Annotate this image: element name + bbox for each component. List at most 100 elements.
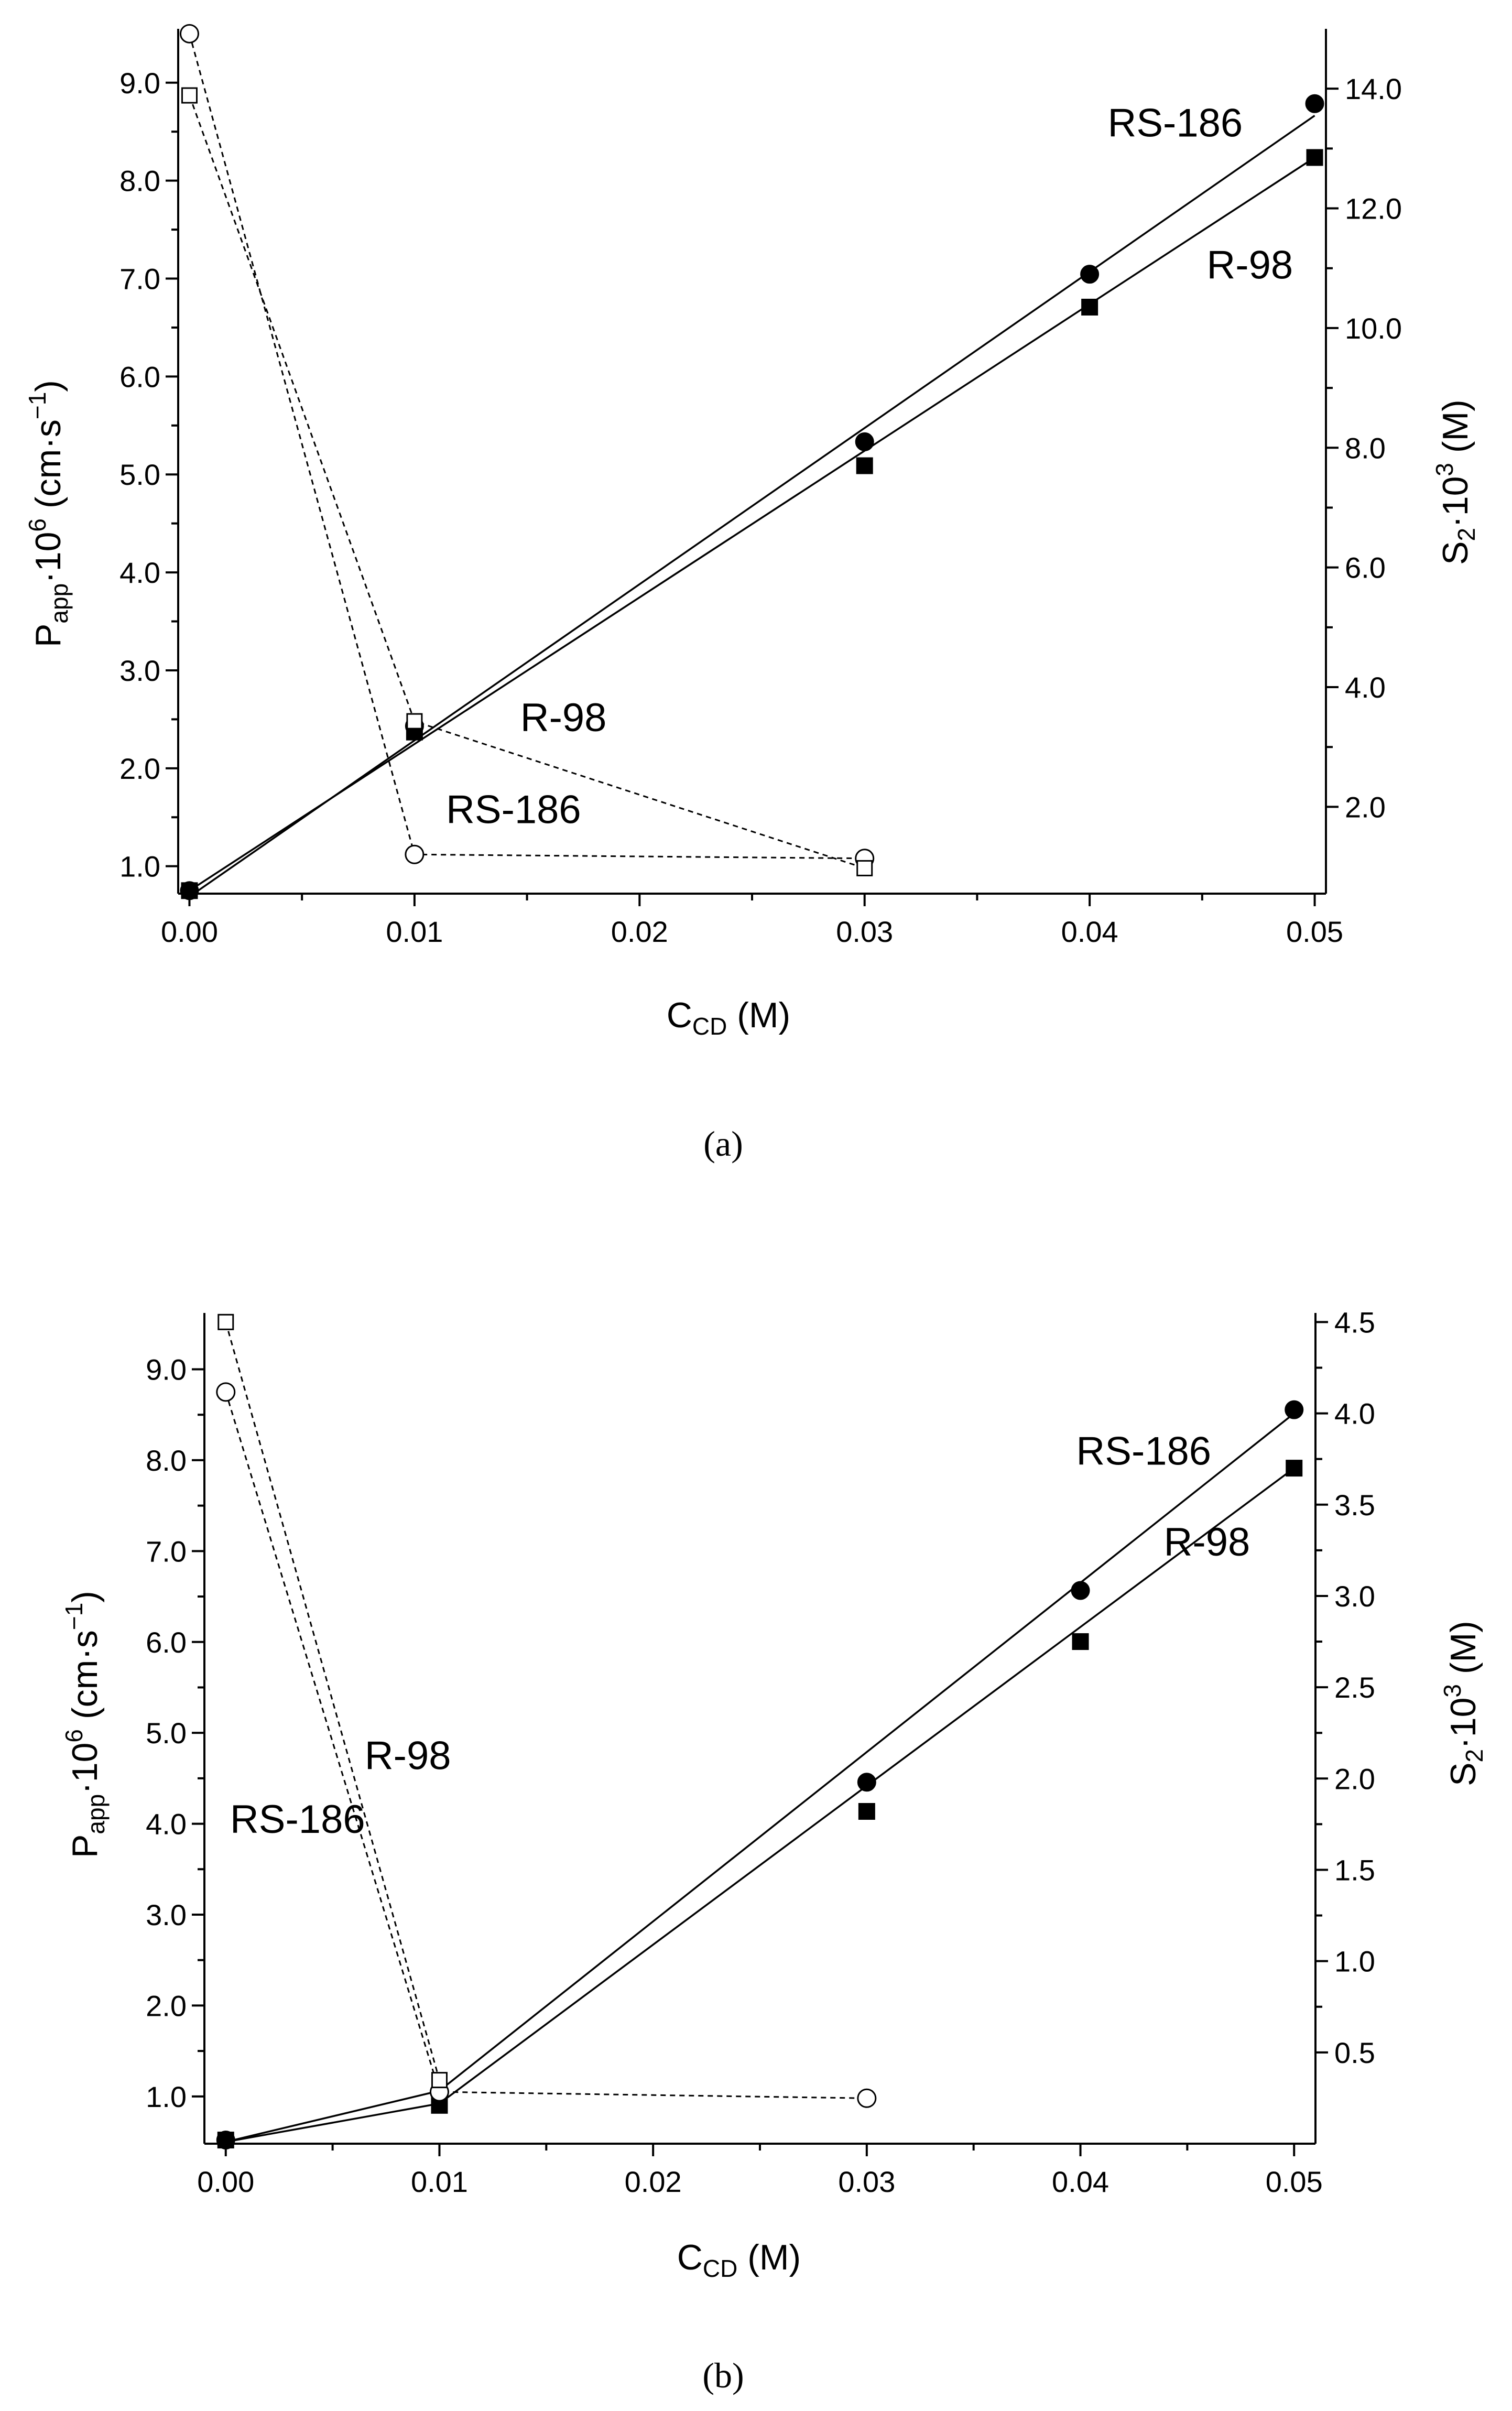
- annotations-a: RS-186 R-98 R-98 RS-186: [446, 101, 1293, 832]
- data-point-r-98-a: [181, 87, 198, 104]
- y-right-axis-b: 0.5 1.0 1.5 2.0 2.5 3.0 3.5 4.0 4.5: [1315, 1306, 1375, 2069]
- series-layer-a: [179, 24, 1324, 900]
- x-tick-label-a: 0.03: [836, 915, 893, 948]
- y-left-axis-title-b: Papp·106 (cm·s−1): [60, 1591, 110, 1858]
- fit-line-r-98-a: [189, 157, 1315, 892]
- x-tick-label-b: 0.05: [1266, 2165, 1323, 2198]
- y-right-axis-title-a: S2·103 (M): [1431, 399, 1480, 565]
- x-tick-label-a: 0.02: [611, 915, 668, 948]
- y-left-tick-label-a: 6.0: [119, 360, 160, 393]
- y-left-tick-label-a: 9.0: [119, 67, 160, 100]
- series-label-rs-186-b: RS-186: [1076, 1429, 1211, 1474]
- y-left-tick-label-a: 7.0: [119, 263, 160, 296]
- series-label-r-98-b: R-98: [365, 1734, 451, 1778]
- chart-panel-b: 0.00 0.01 0.02 0.03 0.04 0.05 1.0 2.0 3.0 4.0 5.0…: [60, 1306, 1488, 2395]
- data-point-r-98-a: [856, 457, 873, 474]
- data-point-rs-186-b: [1285, 1400, 1304, 1419]
- caption-b: (b): [702, 2355, 744, 2395]
- y-left-tick-label-b: 4.0: [146, 1808, 187, 1841]
- x-tick-label-a: 0.01: [386, 915, 443, 948]
- data-point-r-98-a: [1306, 149, 1323, 166]
- data-point-r-98-b: [1286, 1460, 1303, 1477]
- y-right-tick-label-b: 1.5: [1334, 1853, 1375, 1886]
- data-point-rs-186-b: [857, 2088, 877, 2108]
- y-left-tick-label-b: 3.0: [146, 1898, 187, 1931]
- y-left-tick-label-b: 1.0: [146, 2080, 187, 2113]
- data-point-r-98-b: [431, 2072, 448, 2089]
- y-right-tick-label-b: 2.0: [1334, 1762, 1375, 1795]
- data-point-rs-186-a: [179, 24, 199, 44]
- y-right-tick-label-a: 8.0: [1345, 431, 1386, 464]
- y-left-tick-label-a: 4.0: [119, 556, 160, 589]
- caption-a: (a): [703, 1124, 743, 1164]
- data-point-r-98-a: [856, 860, 873, 876]
- x-axis-a: 0.00 0.01 0.02 0.03 0.04 0.05: [161, 894, 1343, 948]
- series-label-rs-186-a: RS-186: [446, 787, 581, 832]
- data-point-r-98-b: [217, 2132, 234, 2149]
- y-right-tick-label-a: 6.0: [1345, 551, 1386, 584]
- series-rs-186-open-circle-a: [179, 24, 875, 868]
- data-point-r-98-b: [1072, 1633, 1089, 1650]
- x-tick-label-b: 0.03: [838, 2165, 895, 2198]
- y-left-axis-b: 1.0 2.0 3.0 4.0 5.0 6.0 7.0 8.0 9.0: [146, 1353, 204, 2113]
- data-point-rs-186-a: [405, 844, 425, 864]
- data-point-rs-186-a: [855, 432, 874, 451]
- series-label-r-98-b: R-98: [1164, 1520, 1250, 1565]
- x-axis-b: 0.00 0.01 0.02 0.03 0.04 0.05: [197, 2144, 1323, 2198]
- data-point-r-98-b: [858, 1803, 875, 1820]
- series-r-98-open-square-b: [217, 1313, 448, 2089]
- y-right-tick-label-b: 2.5: [1334, 1671, 1375, 1704]
- data-point-r-98-a: [1081, 298, 1098, 316]
- y-right-tick-label-a: 12.0: [1345, 192, 1402, 225]
- x-tick-label-a: 0.04: [1061, 915, 1118, 948]
- chart-panel-a: 0.00 0.01 0.02 0.03 0.04 0.05 1.0 2.0 3.0 4.0 5.0…: [24, 24, 1480, 1164]
- y-right-tick-label-b: 4.5: [1334, 1306, 1375, 1339]
- series-label-rs-186-b: RS-186: [230, 1797, 365, 1842]
- series-r-98-open-square-a: [181, 87, 873, 876]
- y-right-axis-title-b: S2·103 (M): [1439, 1621, 1488, 1786]
- y-right-tick-label-b: 3.5: [1334, 1489, 1375, 1522]
- series-label-rs-186-a: RS-186: [1107, 101, 1243, 146]
- x-tick-label-a: 0.00: [161, 915, 218, 948]
- y-left-tick-label-a: 8.0: [119, 165, 160, 198]
- x-axis-title-b: CCD (M): [677, 2238, 801, 2282]
- series-label-r-98-a: R-98: [1206, 243, 1293, 288]
- y-left-tick-label-b: 9.0: [146, 1353, 187, 1386]
- data-point-r-98-b: [217, 1313, 234, 1330]
- series-label-r-98-a: R-98: [520, 696, 607, 740]
- data-point-rs-186-b: [1071, 1581, 1090, 1600]
- y-left-axis-title-a: Papp·106 (cm·s−1): [24, 380, 73, 647]
- y-right-tick-label-b: 0.5: [1334, 2036, 1375, 2069]
- data-point-rs-186-b: [857, 1773, 876, 1792]
- fit-line-rs-186-a: [189, 115, 1315, 898]
- y-right-tick-label-b: 4.0: [1334, 1397, 1375, 1430]
- y-left-axis-a: 1.0 2.0 3.0 4.0 5.0 6.0 7.0 8.0 9.0: [119, 67, 178, 883]
- y-left-tick-label-a: 5.0: [119, 458, 160, 491]
- y-left-tick-label-a: 3.0: [119, 654, 160, 687]
- y-left-tick-label-b: 2.0: [146, 1989, 187, 2022]
- y-right-tick-label-a: 10.0: [1345, 312, 1402, 345]
- x-tick-label-b: 0.00: [197, 2165, 254, 2198]
- y-right-tick-label-b: 3.0: [1334, 1580, 1375, 1613]
- y-right-tick-label-a: 2.0: [1345, 790, 1386, 823]
- x-tick-label-b: 0.04: [1052, 2165, 1109, 2198]
- y-right-tick-label-b: 1.0: [1334, 1945, 1375, 1978]
- series-layer-b: [216, 1313, 1304, 2150]
- x-tick-label-a: 0.05: [1286, 915, 1343, 948]
- x-tick-label-b: 0.02: [625, 2165, 682, 2198]
- y-left-tick-label-b: 7.0: [146, 1535, 187, 1568]
- y-right-axis-a: 2.0 4.0 6.0 8.0 10.0 12.0 14.0: [1326, 72, 1402, 823]
- y-left-tick-label-b: 6.0: [146, 1626, 187, 1659]
- data-point-r-98-a: [406, 713, 423, 730]
- y-right-tick-label-a: 4.0: [1345, 671, 1386, 704]
- y-right-tick-label-a: 14.0: [1345, 72, 1402, 105]
- y-left-tick-label-a: 2.0: [119, 752, 160, 785]
- data-point-rs-186-a: [1305, 94, 1324, 113]
- y-left-tick-label-a: 1.0: [119, 850, 160, 883]
- y-left-tick-label-b: 5.0: [146, 1717, 187, 1750]
- data-point-rs-186-a: [1080, 265, 1100, 284]
- data-point-rs-186-b: [216, 1382, 236, 1402]
- x-axis-title-a: CCD (M): [667, 995, 790, 1040]
